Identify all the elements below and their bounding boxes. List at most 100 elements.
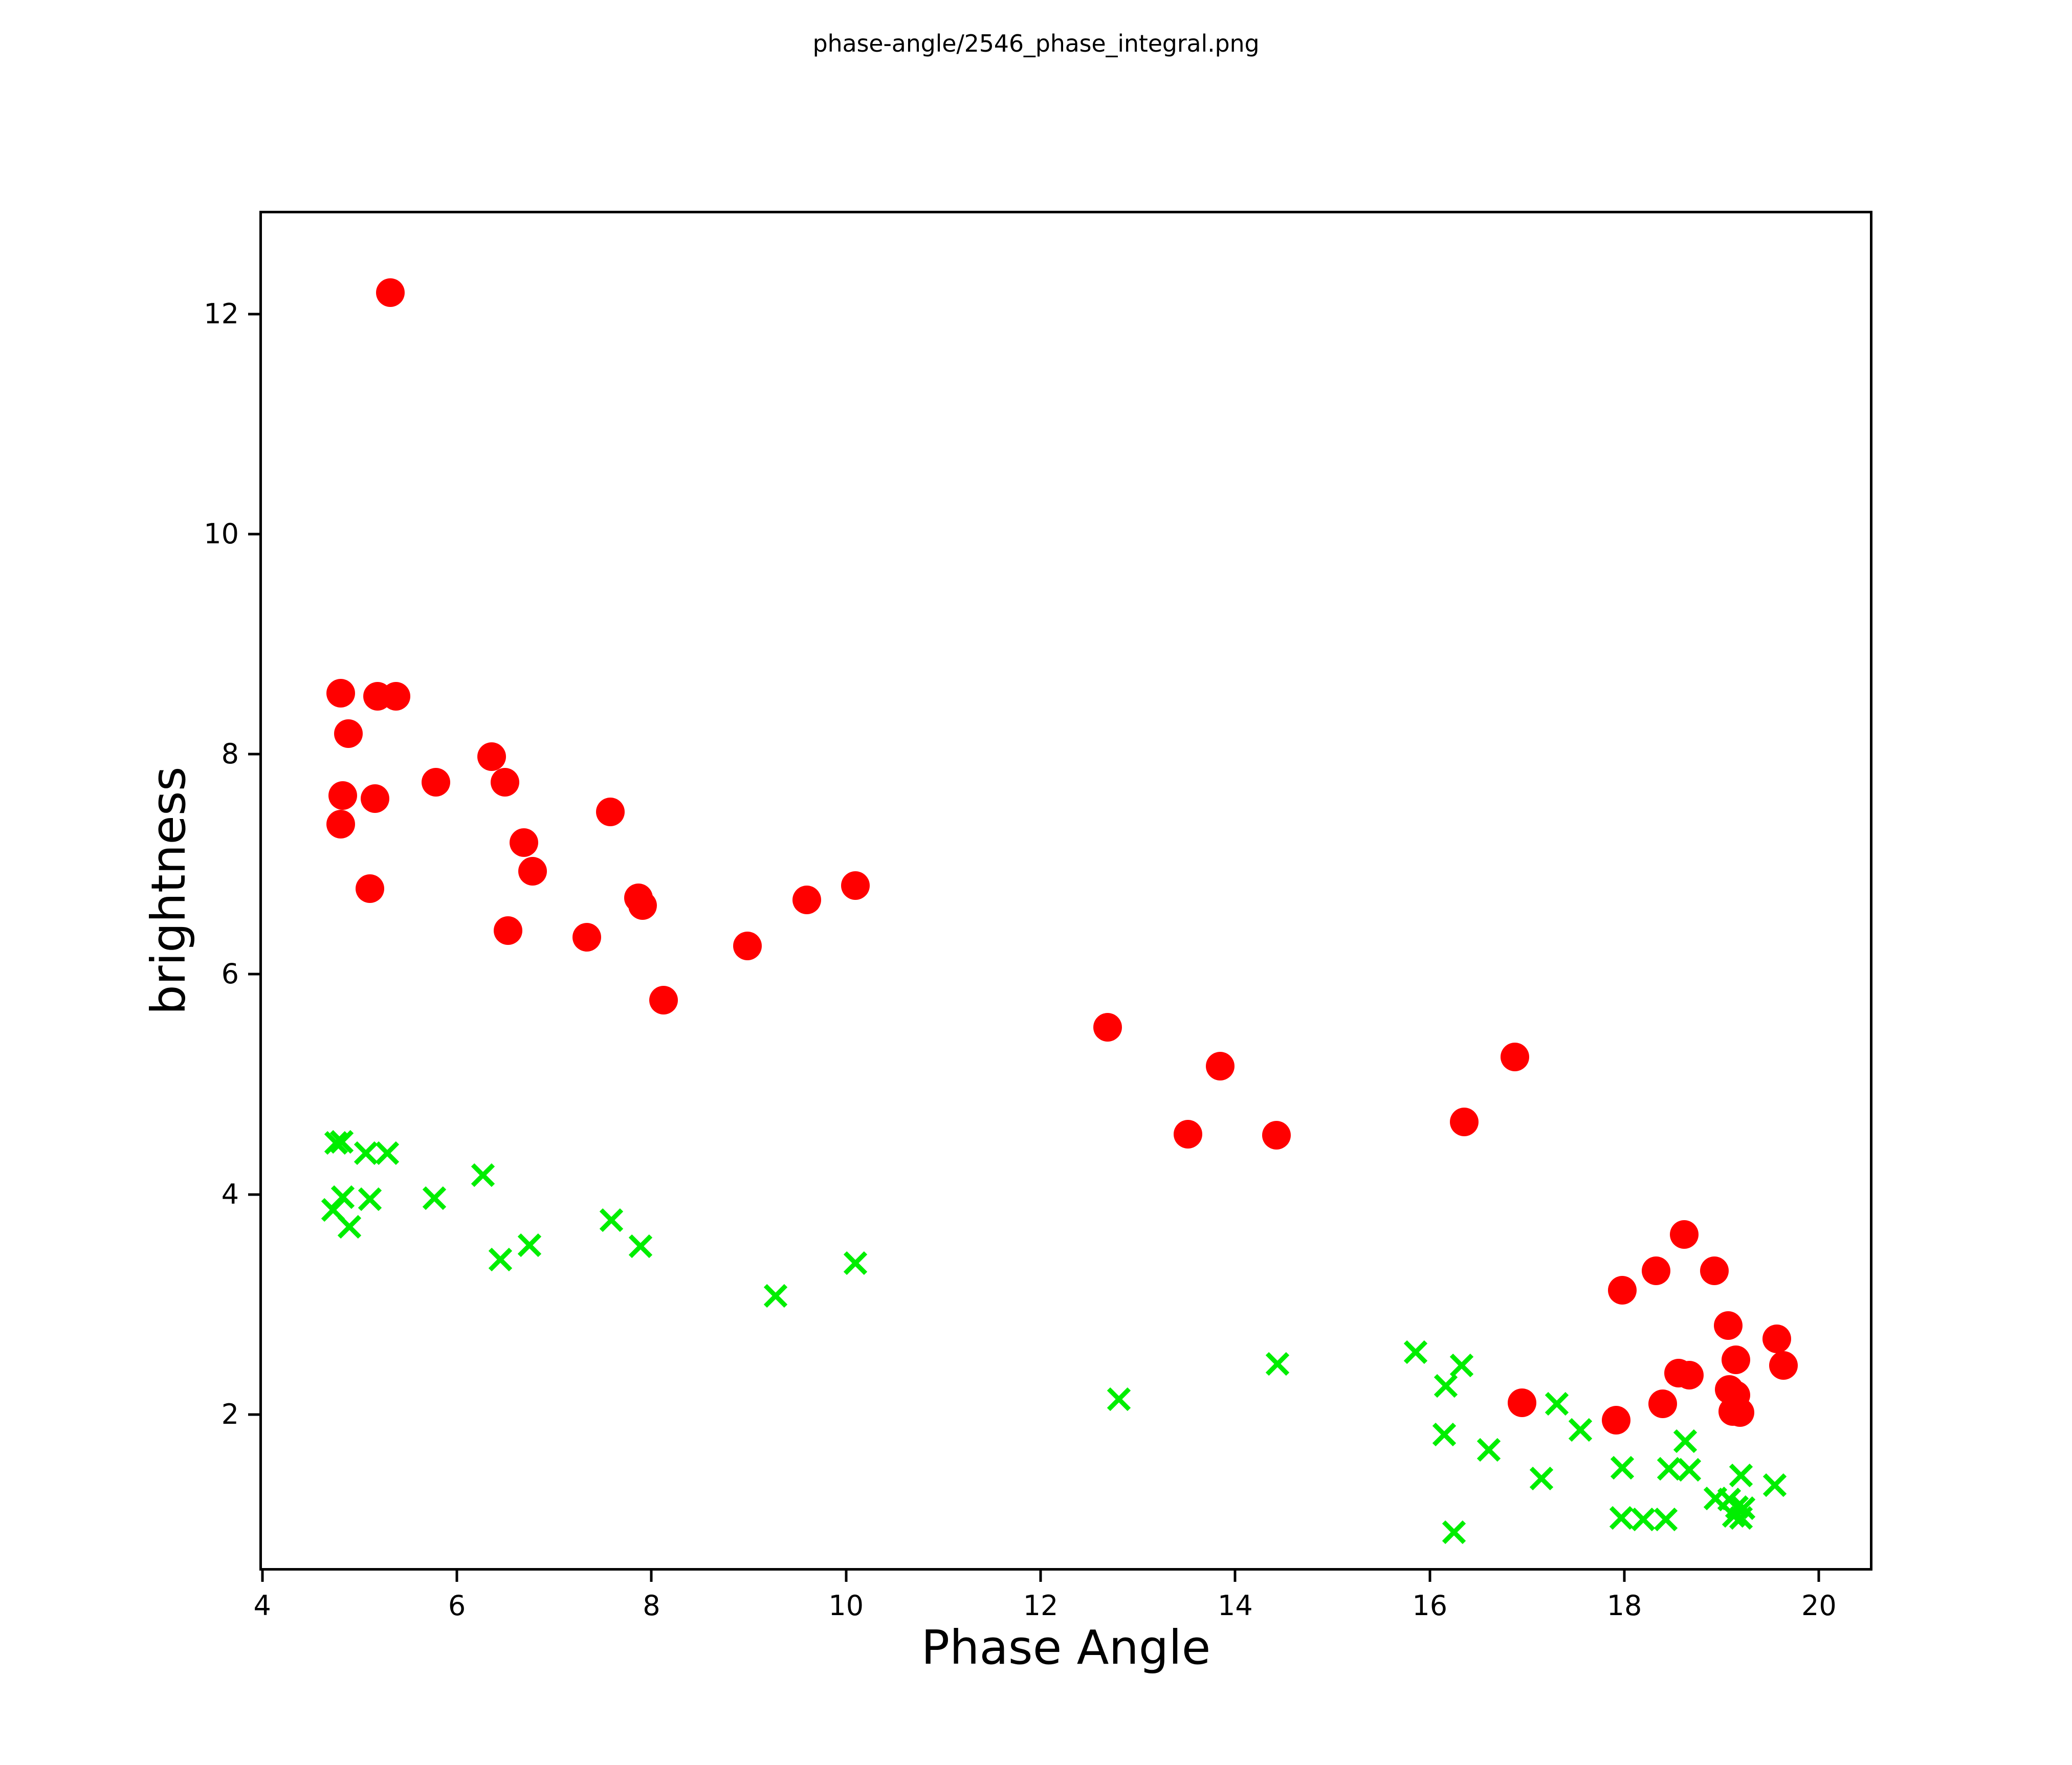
scatter-point-circle [1602, 1406, 1631, 1435]
scatter-point-circle [1450, 1108, 1479, 1137]
scatter-point-cross [517, 1233, 542, 1257]
scatter-point-cross [358, 1187, 382, 1211]
scatter-point-circle [334, 719, 363, 748]
scatter-point-circle [382, 682, 411, 711]
scatter-point-circle [1700, 1256, 1729, 1285]
scatter-point-circle [328, 781, 357, 810]
y-axis-tick [248, 973, 259, 976]
y-axis-tick [248, 533, 259, 536]
scatter-point-circle [326, 678, 356, 708]
scatter-point-circle [1722, 1345, 1751, 1374]
y-axis-tick [248, 1413, 259, 1416]
y-axis-tick-label: 4 [221, 1178, 239, 1210]
scatter-point-circle [1642, 1256, 1671, 1285]
scatter-point-circle [841, 871, 870, 900]
scatter-point-circle [326, 809, 356, 839]
scatter-point-circle [1507, 1388, 1536, 1417]
x-axis-tick [1428, 1571, 1431, 1582]
scatter-point-cross [843, 1251, 868, 1275]
y-axis-label-text: brightness [141, 766, 196, 1015]
scatter-point-cross [599, 1208, 623, 1232]
scatter-point-circle [1725, 1398, 1754, 1427]
y-axis-tick-label: 6 [221, 958, 239, 990]
scatter-point-cross [1432, 1422, 1456, 1447]
plot-area [259, 211, 1872, 1571]
x-axis-tick [845, 1571, 848, 1582]
scatter-point-circle [422, 767, 451, 797]
scatter-point-circle [792, 885, 821, 914]
y-axis-tick-label: 10 [204, 518, 239, 550]
scatter-point-circle [360, 784, 389, 813]
y-axis-tick [248, 1193, 259, 1196]
scatter-point-circle [1206, 1051, 1235, 1080]
scatter-point-cross [1568, 1418, 1592, 1442]
x-axis-tick [1623, 1571, 1626, 1582]
x-axis-tick-label: 14 [1218, 1590, 1253, 1622]
scatter-point-cross [1266, 1352, 1290, 1376]
scatter-point-circle [649, 985, 678, 1014]
figure-title: phase-angle/2546_phase_integral.png [812, 30, 1260, 57]
x-axis-tick [650, 1571, 653, 1582]
scatter-point-circle [596, 797, 625, 826]
scatter-point-circle [1648, 1389, 1678, 1418]
x-axis-tick [1233, 1571, 1237, 1582]
scatter-point-cross [1434, 1374, 1458, 1398]
x-axis-tick-label: 20 [1801, 1590, 1837, 1622]
scatter-point-circle [376, 278, 405, 307]
scatter-point-cross [1442, 1520, 1466, 1545]
x-axis-tick [1817, 1571, 1820, 1582]
scatter-point-circle [733, 932, 762, 961]
scatter-point-cross [1729, 1463, 1753, 1487]
scatter-point-cross [1545, 1392, 1569, 1416]
y-axis-tick-label: 8 [221, 738, 239, 770]
scatter-point-cross [488, 1247, 513, 1272]
y-axis-tick-label: 2 [221, 1398, 239, 1430]
scatter-point-circle [356, 874, 385, 903]
scatter-point-cross [1677, 1458, 1701, 1482]
x-axis-tick [1039, 1571, 1042, 1582]
y-axis-tick [248, 753, 259, 756]
x-axis-tick-label: 10 [828, 1590, 864, 1622]
scatter-point-circle [1670, 1220, 1699, 1249]
scatter-point-circle [1762, 1324, 1791, 1353]
scatter-point-cross [1529, 1466, 1553, 1491]
scatter-point-circle [1674, 1360, 1704, 1389]
scatter-point-circle [494, 916, 523, 945]
scatter-point-cross [1722, 1504, 1746, 1528]
scatter-point-circle [1501, 1043, 1530, 1072]
scatter-point-cross [1449, 1353, 1473, 1377]
scatter-point-circle [1607, 1276, 1637, 1305]
scatter-point-cross [1610, 1455, 1634, 1480]
x-axis-tick-label: 12 [1023, 1590, 1059, 1622]
x-axis-tick-label: 6 [448, 1590, 466, 1622]
scatter-point-circle [1174, 1119, 1203, 1149]
scatter-point-cross [1654, 1507, 1678, 1531]
scatter-point-cross [1609, 1506, 1633, 1530]
x-axis-tick [261, 1571, 264, 1582]
scatter-point-cross [1729, 1506, 1753, 1530]
x-axis-tick-label: 4 [253, 1590, 271, 1622]
scatter-point-circle [1093, 1013, 1122, 1042]
scatter-point-cross [628, 1234, 652, 1259]
y-axis-tick-label: 12 [204, 298, 239, 330]
scatter-point-circle [572, 923, 602, 952]
scatter-point-cross [376, 1141, 400, 1165]
scatter-points-layer [262, 213, 1870, 1568]
scatter-point-cross [324, 1131, 348, 1155]
scatter-point-cross [330, 1185, 355, 1209]
x-axis-tick-label: 8 [643, 1590, 660, 1622]
scatter-point-circle [1262, 1121, 1291, 1150]
x-axis-tick-label: 16 [1412, 1590, 1448, 1622]
x-axis-tick [455, 1571, 458, 1582]
x-axis-label: Phase Angle [921, 1620, 1211, 1675]
scatter-point-circle [1769, 1351, 1798, 1380]
scatter-point-cross [763, 1284, 788, 1308]
scatter-point-circle [509, 828, 538, 857]
scatter-point-circle [477, 742, 506, 771]
scatter-point-cross [1404, 1340, 1428, 1364]
scatter-point-cross [354, 1141, 378, 1165]
scatter-point-circle [518, 856, 547, 886]
scatter-point-cross [1107, 1387, 1131, 1411]
x-axis-tick-label: 18 [1606, 1590, 1642, 1622]
